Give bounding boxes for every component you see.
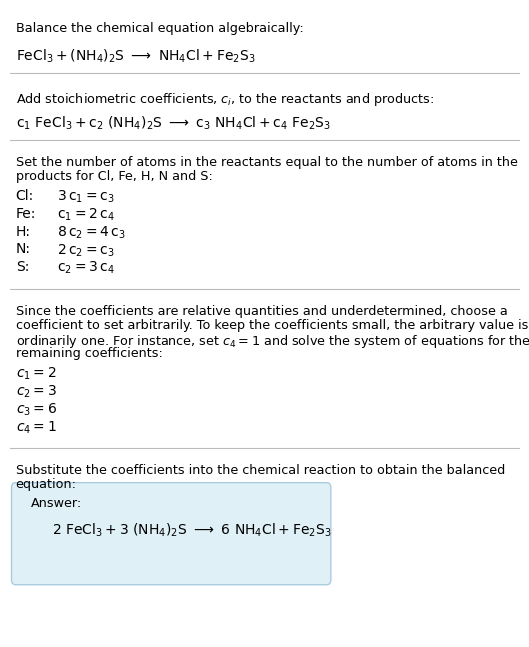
- Text: coefficient to set arbitrarily. To keep the coefficients small, the arbitrary va: coefficient to set arbitrarily. To keep …: [16, 319, 528, 332]
- Text: S:: S:: [16, 260, 29, 274]
- Text: $\mathrm{2\,c_2 = c_3}$: $\mathrm{2\,c_2 = c_3}$: [57, 243, 115, 259]
- Text: $\mathrm{8\,c_2 = 4\,c_3}$: $\mathrm{8\,c_2 = 4\,c_3}$: [57, 225, 126, 241]
- Text: N:: N:: [16, 243, 31, 256]
- Text: Answer:: Answer:: [31, 498, 83, 510]
- Text: Balance the chemical equation algebraically:: Balance the chemical equation algebraica…: [16, 23, 304, 36]
- Text: $\mathrm{3\,c_1 = c_3}$: $\mathrm{3\,c_1 = c_3}$: [57, 189, 115, 206]
- Text: H:: H:: [16, 225, 31, 239]
- Text: $c_1 = 2$: $c_1 = 2$: [16, 366, 56, 382]
- Text: $\mathrm{FeCl_3 + (NH_4)_2S \ \longrightarrow \ NH_4Cl + Fe_2S_3}$: $\mathrm{FeCl_3 + (NH_4)_2S \ \longright…: [16, 48, 256, 65]
- Text: Since the coefficients are relative quantities and underdetermined, choose a: Since the coefficients are relative quan…: [16, 305, 507, 318]
- Text: $\mathrm{c_2 = 3\,c_4}$: $\mathrm{c_2 = 3\,c_4}$: [57, 260, 115, 276]
- Text: Add stoichiometric coefficients, $c_i$, to the reactants and products:: Add stoichiometric coefficients, $c_i$, …: [16, 91, 434, 108]
- Text: Substitute the coefficients into the chemical reaction to obtain the balanced: Substitute the coefficients into the che…: [16, 465, 505, 477]
- Text: equation:: equation:: [16, 478, 77, 491]
- Text: $c_3 = 6$: $c_3 = 6$: [16, 402, 57, 418]
- Text: $\mathrm{2\ FeCl_3 + 3\ (NH_4)_2S \ \longrightarrow \ 6\ NH_4Cl + Fe_2S_3}$: $\mathrm{2\ FeCl_3 + 3\ (NH_4)_2S \ \lon…: [52, 521, 332, 539]
- Text: Set the number of atoms in the reactants equal to the number of atoms in the: Set the number of atoms in the reactants…: [16, 156, 517, 169]
- Text: $c_4 = 1$: $c_4 = 1$: [16, 419, 57, 435]
- Text: remaining coefficients:: remaining coefficients:: [16, 347, 162, 360]
- Text: ordinarily one. For instance, set $c_4 = 1$ and solve the system of equations fo: ordinarily one. For instance, set $c_4 =…: [16, 333, 529, 350]
- Text: products for Cl, Fe, H, N and S:: products for Cl, Fe, H, N and S:: [16, 170, 213, 183]
- Text: $\mathrm{c_1 \ FeCl_3 + c_2 \ (NH_4)_2S \ \longrightarrow \ c_3 \ NH_4Cl + c_4 \: $\mathrm{c_1 \ FeCl_3 + c_2 \ (NH_4)_2S …: [16, 115, 331, 132]
- Text: Fe:: Fe:: [16, 207, 36, 221]
- Text: $c_2 = 3$: $c_2 = 3$: [16, 384, 57, 400]
- Text: $\mathrm{c_1 = 2\,c_4}$: $\mathrm{c_1 = 2\,c_4}$: [57, 207, 115, 223]
- FancyBboxPatch shape: [12, 483, 331, 585]
- Text: Cl:: Cl:: [16, 189, 34, 203]
